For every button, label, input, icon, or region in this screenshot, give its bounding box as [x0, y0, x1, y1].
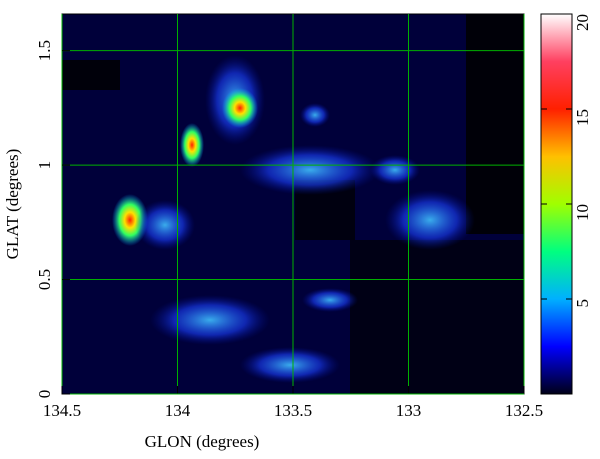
- colorbar-tick-label: 20: [573, 14, 592, 31]
- emission: [222, 88, 258, 128]
- emission: [135, 200, 195, 250]
- colorbar-tick-label: 15: [573, 109, 592, 126]
- emission: [385, 190, 475, 250]
- y-tick-label: 1: [35, 161, 54, 170]
- emission: [302, 288, 358, 312]
- emission: [300, 103, 330, 127]
- emission: [180, 123, 204, 167]
- emission: [240, 347, 340, 383]
- colorbar-tick-label: 5: [573, 299, 592, 308]
- x-tick-label: 133.5: [274, 401, 312, 420]
- colorbar-tick-label: 10: [573, 204, 592, 221]
- x-tick-label: 132.5: [505, 401, 543, 420]
- x-tick-label: 134.5: [43, 401, 81, 420]
- x-axis-label: GLON (degrees): [145, 432, 260, 451]
- y-axis-label: GLAT (degrees): [3, 149, 22, 260]
- emission: [150, 295, 270, 345]
- emission: [370, 155, 420, 185]
- image-tile: [350, 240, 524, 394]
- x-tick-label: 133: [396, 401, 422, 420]
- y-tick-label: 0.5: [35, 269, 54, 290]
- emission: [240, 145, 380, 195]
- image-tile: [466, 14, 524, 234]
- image-tile: [62, 60, 120, 90]
- y-tick-label: 0: [35, 390, 54, 399]
- x-tick-label: 134: [165, 401, 191, 420]
- y-tick-label: 1.5: [35, 40, 54, 61]
